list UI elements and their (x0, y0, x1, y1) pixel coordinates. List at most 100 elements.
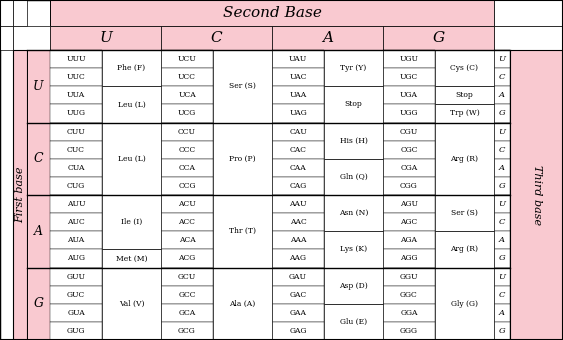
Bar (494, 50, 510, 68)
Text: ACU: ACU (178, 200, 196, 208)
Text: UAU: UAU (289, 55, 307, 63)
Text: GGU: GGU (400, 273, 418, 280)
Text: G: G (499, 254, 506, 262)
Bar (161, 268, 213, 286)
Bar (13, 50, 27, 340)
Text: Thr (T): Thr (T) (229, 227, 256, 235)
Text: Stop: Stop (455, 91, 473, 99)
Text: CCG: CCG (178, 182, 196, 190)
Text: AUG: AUG (67, 254, 85, 262)
Text: GGA: GGA (400, 309, 418, 317)
Text: CUC: CUC (67, 146, 85, 154)
Text: AGG: AGG (400, 254, 418, 262)
Bar (383, 177, 435, 195)
Bar (272, 231, 324, 249)
Bar (161, 50, 213, 68)
Bar (50, 249, 102, 268)
Text: AUC: AUC (67, 218, 85, 226)
Bar (383, 195, 435, 213)
Bar (435, 50, 494, 86)
Text: C: C (34, 152, 43, 165)
Bar (383, 86, 435, 104)
Bar (494, 141, 510, 159)
Text: U: U (498, 55, 506, 63)
Bar (213, 195, 272, 268)
Bar (383, 231, 435, 249)
Text: Ala (A): Ala (A) (229, 300, 256, 308)
Text: GAC: GAC (289, 291, 307, 299)
Text: A: A (499, 164, 505, 172)
Text: UGG: UGG (400, 109, 418, 117)
Text: CCC: CCC (178, 146, 195, 154)
Bar (27, 50, 50, 122)
Text: CGG: CGG (400, 182, 418, 190)
Bar (324, 86, 383, 122)
Bar (383, 322, 435, 340)
Bar (494, 249, 510, 268)
Text: GAG: GAG (289, 327, 307, 335)
Bar (161, 249, 213, 268)
Bar (272, 177, 324, 195)
Text: G: G (499, 327, 506, 335)
Text: CAC: CAC (289, 146, 306, 154)
Bar (50, 304, 102, 322)
Bar (50, 86, 102, 104)
Bar (272, 286, 324, 304)
Bar (494, 26, 563, 50)
Text: AAA: AAA (290, 236, 306, 244)
Bar (50, 231, 102, 249)
Text: Ile (I): Ile (I) (121, 218, 142, 226)
Text: UUU: UUU (66, 55, 86, 63)
Text: UCG: UCG (178, 109, 196, 117)
Bar (324, 159, 383, 195)
Bar (50, 122, 102, 141)
Text: UAC: UAC (289, 73, 307, 81)
Text: AGC: AGC (400, 218, 418, 226)
Text: First base: First base (15, 167, 25, 223)
Text: GAA: GAA (289, 309, 306, 317)
Bar (272, 104, 324, 122)
Bar (13, 0, 27, 26)
Text: GUA: GUA (67, 309, 85, 317)
Bar (494, 304, 510, 322)
Bar (161, 213, 213, 231)
Text: Phe (F): Phe (F) (118, 64, 146, 72)
Text: AUU: AUU (67, 200, 85, 208)
Text: CGC: CGC (400, 146, 418, 154)
Text: U: U (498, 200, 506, 208)
Text: Tyr (Y): Tyr (Y) (341, 64, 367, 72)
Bar (0, 26, 13, 50)
Bar (272, 50, 324, 68)
Bar (27, 268, 50, 340)
Text: GGG: GGG (400, 327, 418, 335)
Text: CGA: CGA (400, 164, 418, 172)
Text: UCC: UCC (178, 73, 196, 81)
Bar (161, 159, 213, 177)
Text: G: G (34, 297, 43, 310)
Bar (50, 268, 102, 286)
Text: Met (M): Met (M) (116, 254, 148, 262)
Text: GCG: GCG (178, 327, 196, 335)
Text: CUA: CUA (67, 164, 85, 172)
Bar (494, 68, 510, 86)
Text: U: U (498, 273, 506, 280)
Bar (383, 141, 435, 159)
Bar (161, 177, 213, 195)
Bar (510, 50, 563, 340)
Bar (161, 304, 213, 322)
Text: Second Base: Second Base (222, 6, 321, 20)
Text: C: C (499, 73, 505, 81)
Bar (494, 213, 510, 231)
Bar (213, 268, 272, 340)
Bar (102, 86, 161, 122)
Bar (494, 268, 510, 286)
Bar (272, 304, 324, 322)
Bar (324, 122, 383, 159)
Bar (161, 68, 213, 86)
Bar (435, 86, 494, 104)
Text: A: A (499, 91, 505, 99)
Bar (435, 195, 494, 231)
Text: UGC: UGC (400, 73, 418, 81)
Bar (102, 122, 161, 195)
Bar (272, 141, 324, 159)
